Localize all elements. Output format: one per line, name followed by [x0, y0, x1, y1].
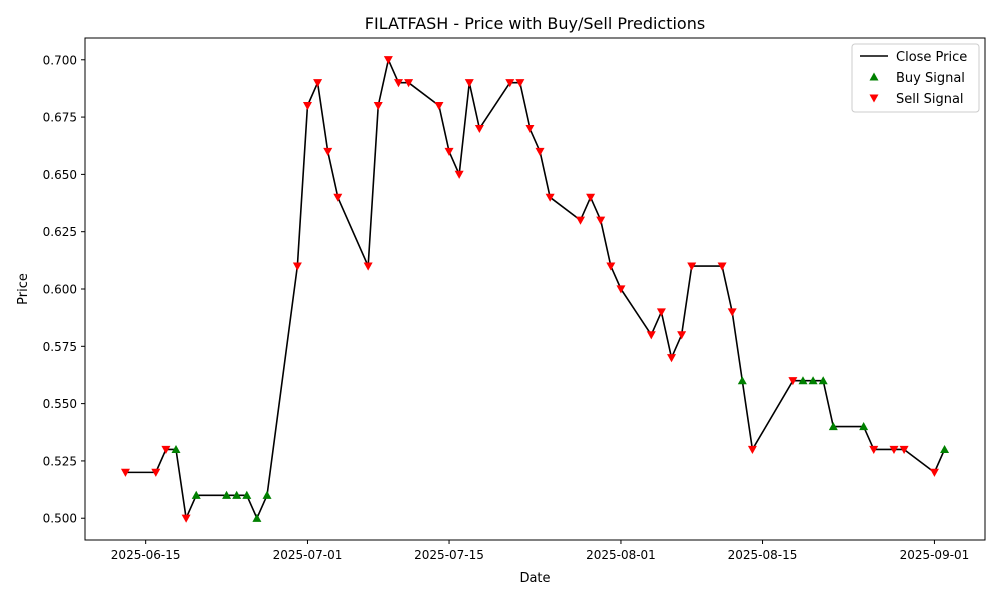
- sell-signal-marker: [373, 102, 383, 111]
- chart-title: FILATFASH - Price with Buy/Sell Predicti…: [365, 14, 705, 33]
- sell-signal-marker: [161, 445, 171, 454]
- sell-signal-marker: [869, 445, 879, 454]
- x-tick-label: 2025-08-01: [586, 548, 656, 562]
- buy-signal-marker: [940, 444, 950, 454]
- sell-signal-marker: [656, 308, 666, 317]
- sell-signal-marker: [586, 193, 596, 202]
- plot-frame: [84, 37, 986, 541]
- y-tick-label: 0.550: [43, 397, 77, 411]
- x-axis-label: Date: [519, 571, 550, 586]
- sell-signal-marker: [687, 262, 697, 271]
- sell-signal-marker: [444, 147, 454, 156]
- buy-signal-marker: [859, 422, 869, 431]
- sell-signal-marker: [727, 308, 737, 317]
- legend-label-buy: Buy Signal: [896, 71, 965, 86]
- sell-signal-marker: [616, 285, 626, 294]
- sell-signal-marker: [596, 216, 606, 225]
- buy-signal-marker: [798, 376, 808, 385]
- sell-signal-marker: [120, 468, 130, 477]
- sell-signal-marker: [393, 79, 403, 88]
- legend-sell-marker: [869, 94, 879, 103]
- legend-frame: [851, 43, 980, 113]
- buy-signal-marker: [262, 490, 272, 499]
- x-tick-label: 2025-08-15: [728, 548, 798, 562]
- sell-signal-marker: [929, 468, 939, 477]
- x-tick-label: 2025-06-15: [111, 548, 181, 562]
- sell-signal-marker: [677, 331, 687, 340]
- sell-signal-marker: [788, 377, 798, 386]
- y-tick-label: 0.600: [43, 283, 77, 297]
- legend: Close Price Buy Signal Sell Signal: [851, 43, 980, 113]
- buy-signal-marker: [171, 444, 181, 454]
- buy-signal-marker: [808, 376, 818, 385]
- sell-signal-marker: [181, 514, 191, 523]
- sell-signal-marker: [363, 262, 373, 271]
- buy-signal-marker: [828, 422, 838, 431]
- buy-signal-marker: [232, 490, 242, 499]
- sell-signal-marker: [505, 79, 515, 88]
- sell-signal-marker: [667, 354, 677, 363]
- y-axis-label: Price: [16, 273, 31, 305]
- buy-signal-marker: [737, 376, 747, 385]
- y-tick-label: 0.675: [43, 111, 77, 125]
- sell-signal-marker: [515, 79, 525, 88]
- legend-label-sell: Sell Signal: [896, 92, 964, 107]
- sell-signal-marker: [464, 79, 474, 88]
- sell-signal-marker: [747, 445, 757, 454]
- buy-signal-marker: [222, 490, 232, 499]
- x-axis: 2025-06-15 2025-07-01 2025-07-15 2025-08-01…: [111, 540, 970, 562]
- buy-signal-marker: [252, 513, 262, 522]
- y-tick-label: 0.650: [43, 168, 77, 182]
- sell-signal-marker: [434, 102, 444, 111]
- sell-signal-marker: [717, 262, 727, 271]
- sell-signal-marker: [383, 56, 393, 65]
- sell-signal-marker: [525, 124, 535, 134]
- x-tick-label: 2025-07-15: [414, 548, 484, 562]
- sell-signal-marker: [889, 445, 899, 454]
- sell-signal-markers: [120, 56, 939, 523]
- sell-signal-marker: [606, 262, 616, 271]
- legend-label-close: Close Price: [896, 50, 967, 65]
- plot-area: [120, 56, 950, 523]
- sell-signal-marker: [646, 331, 656, 340]
- y-axis: 0.500 0.525 0.550 0.575 0.600 0.625 0.650 0.675…: [43, 53, 85, 526]
- sell-signal-marker: [545, 193, 555, 202]
- sell-signal-marker: [899, 445, 909, 454]
- sell-signal-marker: [474, 124, 484, 134]
- y-tick-label: 0.700: [43, 53, 77, 67]
- y-tick-label: 0.625: [43, 225, 77, 239]
- sell-signal-marker: [151, 468, 161, 477]
- y-tick-label: 0.500: [43, 512, 77, 526]
- y-tick-label: 0.525: [43, 454, 77, 468]
- sell-signal-marker: [404, 79, 414, 88]
- sell-signal-marker: [454, 170, 464, 179]
- buy-signal-marker: [818, 376, 828, 385]
- sell-signal-marker: [576, 216, 586, 225]
- sell-signal-marker: [292, 262, 302, 271]
- buy-signal-markers: [171, 376, 950, 522]
- buy-signal-marker: [242, 490, 252, 499]
- sell-signal-marker: [323, 147, 333, 156]
- sell-signal-marker: [333, 193, 343, 202]
- legend-buy-marker: [869, 72, 879, 81]
- sell-signal-marker: [313, 79, 323, 88]
- sell-signal-marker: [302, 102, 312, 111]
- x-tick-label: 2025-09-01: [900, 548, 970, 562]
- y-tick-label: 0.575: [43, 340, 77, 354]
- sell-signal-marker: [535, 147, 545, 156]
- buy-signal-marker: [191, 490, 201, 499]
- x-tick-label: 2025-07-01: [273, 548, 343, 562]
